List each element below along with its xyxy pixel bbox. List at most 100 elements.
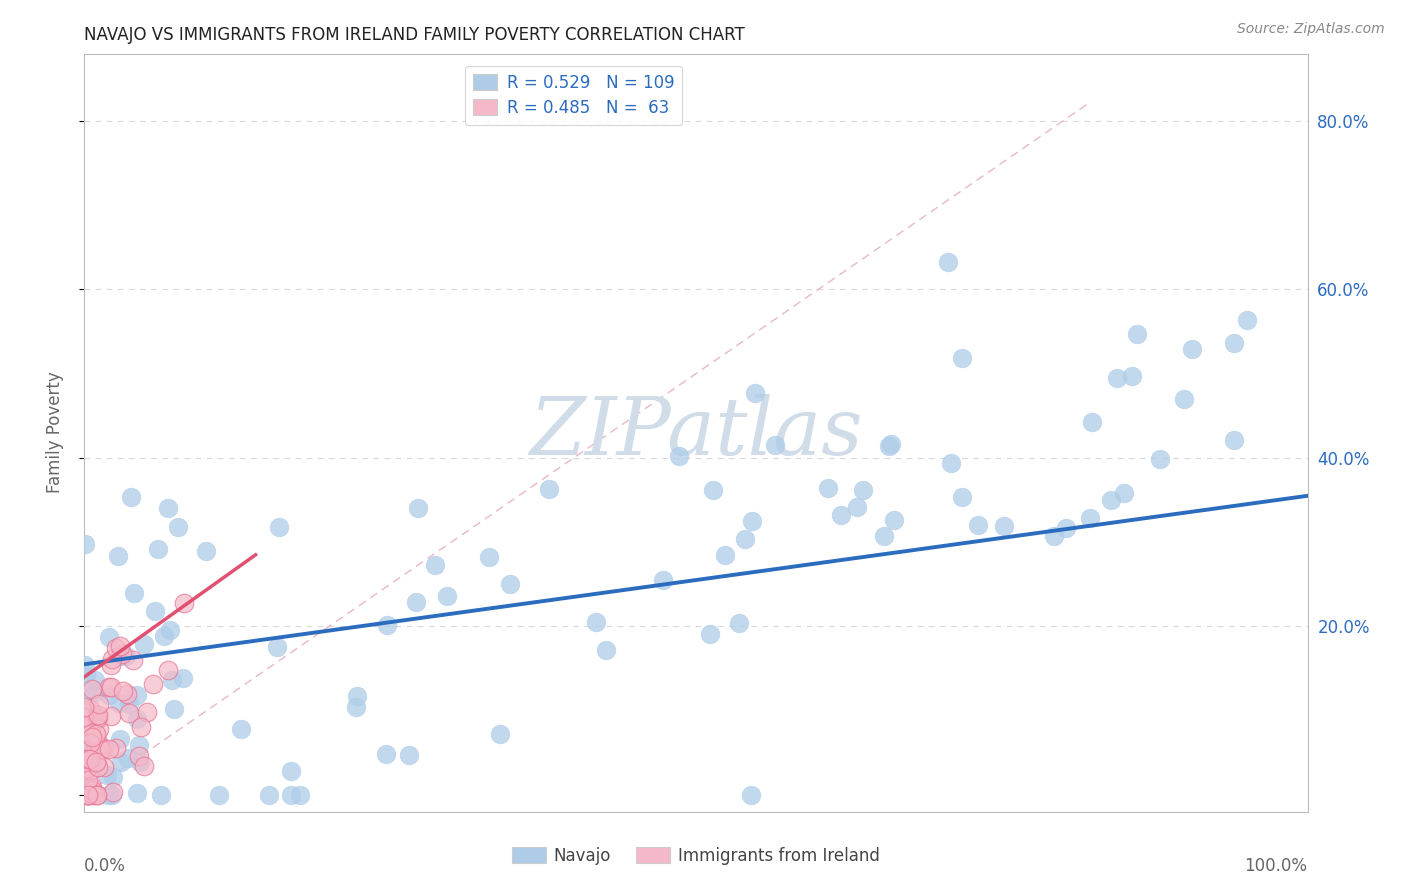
Point: [73, 699, 96, 714]
Text: ZIPatlas: ZIPatlas: [529, 394, 863, 471]
Point: [728, 616, 751, 631]
Point: [877, 439, 900, 453]
Point: [873, 529, 896, 543]
Point: [817, 481, 839, 495]
Point: [1149, 451, 1171, 466]
Point: [93, 741, 115, 756]
Point: [83, 673, 105, 687]
Point: [117, 706, 139, 720]
Point: [104, 641, 127, 656]
Point: [374, 747, 396, 761]
Text: Source: ZipAtlas.com: Source: ZipAtlas.com: [1237, 22, 1385, 37]
Point: [110, 755, 132, 769]
Point: [97, 742, 120, 756]
Point: [77, 788, 100, 802]
Point: [280, 788, 302, 802]
Point: [993, 519, 1015, 533]
Point: [79, 726, 101, 740]
Point: [172, 671, 194, 685]
Point: [741, 514, 763, 528]
Point: [110, 732, 132, 747]
Point: [100, 658, 122, 673]
Point: [346, 689, 368, 703]
Point: [77, 747, 100, 761]
Point: [120, 490, 142, 504]
Point: [87, 708, 110, 723]
Point: [89, 698, 111, 712]
Point: [499, 577, 522, 591]
Point: [84, 684, 107, 698]
Point: [163, 701, 186, 715]
Point: [111, 647, 134, 661]
Point: [117, 697, 139, 711]
Point: [883, 513, 905, 527]
Point: [75, 776, 97, 790]
Point: [114, 649, 136, 664]
Point: [406, 500, 429, 515]
Text: NAVAJO VS IMMIGRANTS FROM IRELAND FAMILY POVERTY CORRELATION CHART: NAVAJO VS IMMIGRANTS FROM IRELAND FAMILY…: [84, 26, 745, 44]
Point: [194, 544, 217, 558]
Point: [75, 788, 97, 802]
Point: [87, 723, 110, 737]
Point: [86, 788, 108, 802]
Point: [950, 490, 973, 504]
Point: [100, 680, 122, 694]
Point: [159, 624, 181, 638]
Point: [129, 755, 152, 769]
Y-axis label: Family Poverty: Family Poverty: [45, 372, 63, 493]
Point: [1181, 343, 1204, 357]
Point: [699, 626, 721, 640]
Point: [75, 726, 97, 740]
Point: [423, 558, 446, 572]
Point: [75, 683, 97, 698]
Point: [146, 541, 169, 556]
Point: [97, 788, 120, 802]
Point: [117, 751, 139, 765]
Point: [1054, 521, 1077, 535]
Point: [86, 788, 108, 802]
Text: 100.0%: 100.0%: [1244, 857, 1308, 875]
Point: [97, 688, 120, 702]
Point: [208, 788, 231, 802]
Point: [84, 726, 107, 740]
Point: [80, 763, 103, 777]
Point: [86, 711, 108, 725]
Point: [87, 739, 110, 753]
Point: [73, 765, 96, 780]
Point: [142, 676, 165, 690]
Point: [98, 630, 121, 644]
Point: [73, 536, 96, 550]
Point: [830, 508, 852, 523]
Point: [87, 734, 110, 748]
Point: [110, 639, 132, 653]
Point: [846, 500, 869, 514]
Point: [96, 768, 118, 782]
Point: [266, 640, 288, 654]
Point: [77, 704, 100, 718]
Point: [1042, 528, 1064, 542]
Point: [77, 788, 100, 802]
Point: [1223, 433, 1246, 447]
Point: [73, 658, 96, 673]
Point: [153, 629, 176, 643]
Point: [936, 255, 959, 269]
Point: [84, 755, 107, 769]
Point: [80, 681, 103, 696]
Point: [125, 786, 148, 800]
Point: [131, 721, 153, 735]
Point: [1107, 371, 1129, 385]
Point: [966, 518, 988, 533]
Point: [76, 772, 98, 787]
Point: [1223, 335, 1246, 350]
Point: [1099, 492, 1122, 507]
Point: [288, 788, 311, 802]
Point: [83, 742, 105, 756]
Point: [157, 501, 180, 516]
Point: [280, 764, 302, 778]
Point: [1236, 313, 1258, 327]
Point: [156, 663, 179, 677]
Point: [128, 738, 150, 752]
Point: [104, 740, 127, 755]
Point: [79, 702, 101, 716]
Point: [77, 759, 100, 773]
